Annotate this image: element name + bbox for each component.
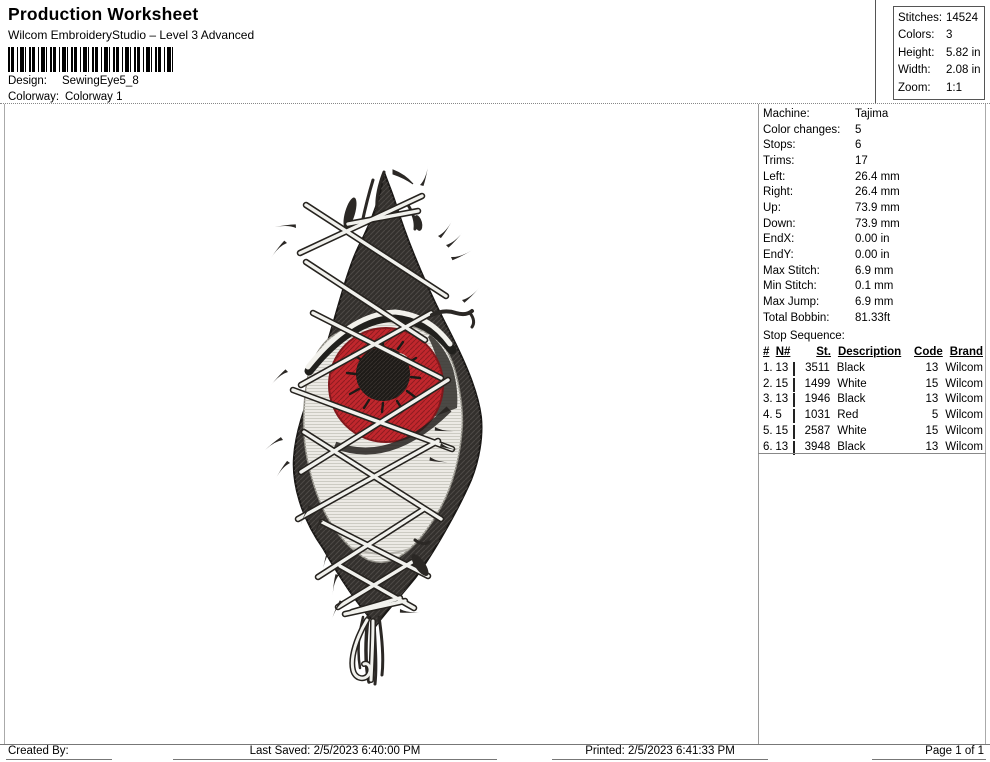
design-row: Design: SewingEye5_8: [8, 74, 139, 88]
thorn-spikes: [265, 165, 482, 623]
summary-stats-box: Stitches: 14524 Colors: 3 Height: 5.82 in W…: [893, 6, 985, 100]
thread-swatch: [793, 361, 796, 376]
col-desc: Description: [837, 346, 902, 358]
info-row: Max Stitch: 6.9 mm: [763, 264, 894, 277]
design-label: Design:: [8, 75, 47, 87]
stop-sequence-header: # N# St. Description Code Brand: [763, 345, 983, 361]
footer-printed: Printed: 2/5/2023 6:41:33 PM: [552, 745, 768, 760]
stat-height: Height: 5.82 in: [898, 46, 981, 59]
stat-width: Width: 2.08 in: [898, 64, 981, 77]
stop-row: 3. 13 1946 Black 13 Wilcom: [763, 393, 983, 408]
design-barcode: [8, 47, 176, 72]
info-row: Down: 73.9 mm: [763, 217, 900, 230]
info-row: Color changes: 5: [763, 123, 862, 136]
top-wisps: [343, 169, 423, 231]
col-code: Code: [914, 346, 943, 358]
stop-row: 5. 15 2587 White 15 Wilcom: [763, 424, 983, 439]
info-row: Left: 26.4 mm: [763, 170, 900, 183]
colorway-label: Colorway:: [8, 91, 60, 103]
info-row: Min Stitch: 0.1 mm: [763, 280, 894, 293]
info-row: Max Jump: 6.9 mm: [763, 296, 894, 309]
canvas-left-border: [4, 104, 5, 744]
info-row: EndX: 0.00 in: [763, 233, 890, 246]
footer-page-number: Page 1 of 1: [872, 745, 986, 760]
col-brand: Brand: [949, 346, 983, 358]
design-name: SewingEye5_8: [62, 75, 139, 87]
page-title: Production Worksheet: [8, 4, 199, 24]
stop-row: 4. 5 1031 Red 5 Wilcom: [763, 409, 983, 423]
footer-created-by: Created By:: [6, 745, 112, 760]
stat-stitches: Stitches: 14524: [898, 12, 978, 24]
thread-swatch: [793, 424, 796, 439]
machine-info-panel: Machine: Tajima Color changes: 5 Stops: 6 T…: [763, 107, 983, 326]
header-bottom-rule: [0, 103, 990, 104]
stop-row: 2. 15 1499 White 15 Wilcom: [763, 377, 983, 392]
stop-sequence-section: Stop Sequence: # N# St. Description Code…: [763, 329, 983, 455]
thread-swatch: [793, 440, 796, 455]
info-row: Machine: Tajima: [763, 108, 889, 120]
col-st: St.: [816, 346, 831, 358]
stop-row: 6. 13 3948 Black 13 Wilcom: [763, 440, 983, 455]
info-row: Right: 26.4 mm: [763, 186, 900, 199]
info-row: Trims: 17: [763, 155, 868, 168]
stop-sequence-title: Stop Sequence:: [763, 330, 845, 342]
info-row: Stops: 6: [763, 139, 862, 152]
thread-swatch: [793, 377, 796, 392]
info-row: Total Bobbin: 81.33ft: [763, 311, 891, 324]
stat-zoom: Zoom: 1:1: [898, 81, 962, 94]
footer-top-rule: [0, 744, 990, 745]
stop-sequence-bottom-rule: [758, 453, 986, 454]
thread-swatch: [793, 409, 796, 423]
thread-swatch: [793, 393, 796, 408]
info-row: Up: 73.9 mm: [763, 202, 900, 215]
design-preview-image: [265, 165, 483, 686]
canvas-right-border: [985, 104, 986, 744]
colorway-row: Colorway: Colorway 1: [8, 90, 123, 104]
under-iris-shadow: [333, 406, 452, 455]
lacing-threads: [289, 192, 456, 618]
stat-colors: Colors: 3: [898, 29, 953, 42]
info-row: EndY: 0.00 in: [763, 249, 890, 262]
footer-last-saved: Last Saved: 2/5/2023 6:40:00 PM: [173, 745, 497, 760]
panel-divider-line: [758, 104, 759, 744]
stop-row: 1. 13 3511 Black 13 Wilcom: [763, 361, 984, 376]
app-subtitle: Wilcom EmbroideryStudio – Level 3 Advanc…: [8, 28, 255, 42]
col-num: #: [763, 346, 770, 358]
colorway-name: Colorway 1: [65, 91, 123, 103]
col-n: N#: [775, 346, 791, 358]
eye-pupil: [345, 335, 422, 414]
header-divider-line: [875, 0, 876, 103]
bottom-tassel: [349, 615, 385, 686]
